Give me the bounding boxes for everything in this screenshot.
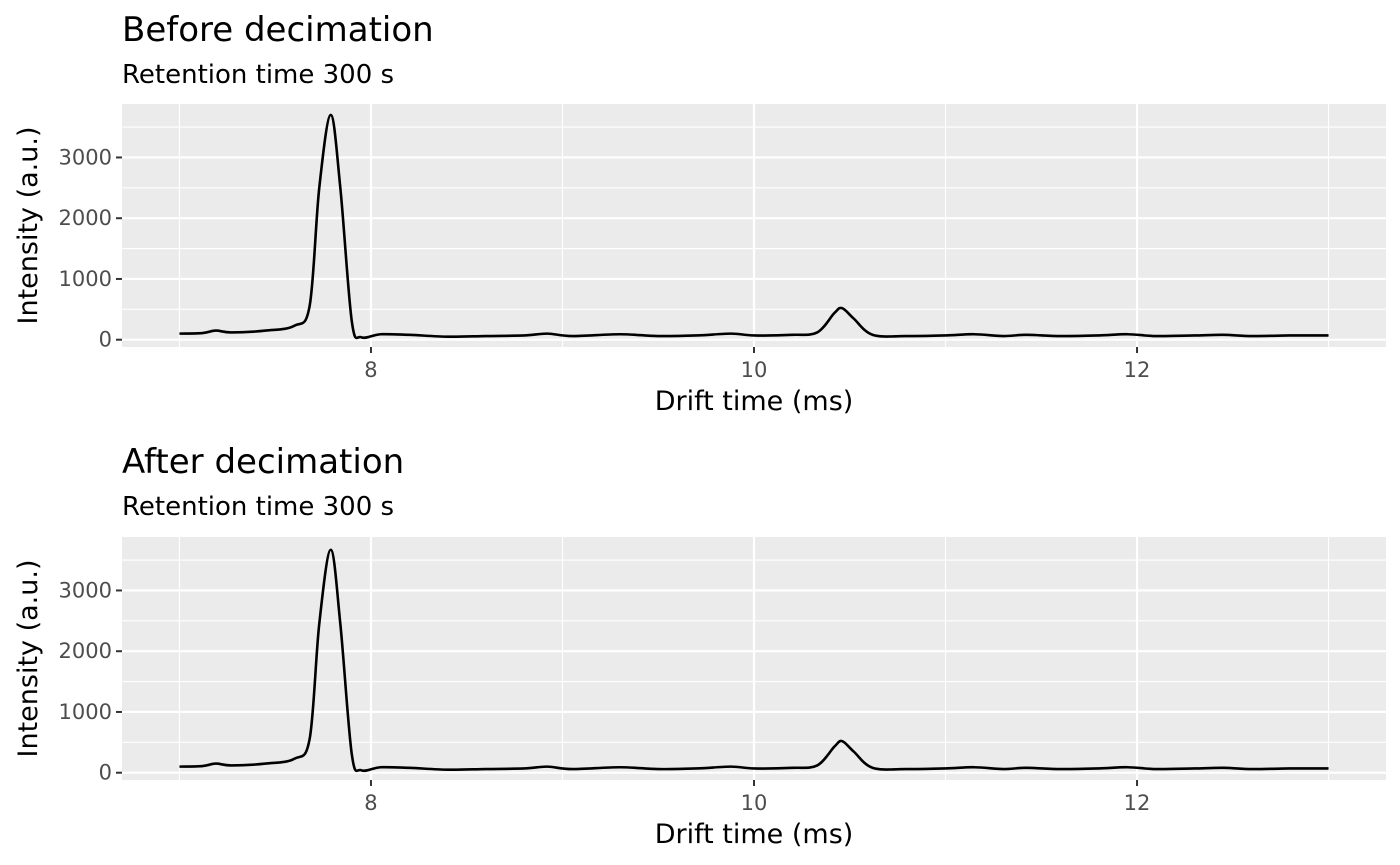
x-axis-title: Drift time (ms) [655,386,854,417]
series-line [179,113,1329,340]
x-axis-title: Drift time (ms) [655,819,854,850]
chart-before-decimation: Before decimation Retention time 300 s 8… [13,10,1386,417]
gridlines [122,537,1386,780]
x-tick-label: 12 [1124,791,1151,815]
series-layer [179,548,1329,773]
axis-ticks: 8 10 12 0 1000 2000 3000 [59,578,1151,815]
chart-after-decimation: After decimation Retention time 300 s 8 1… [13,442,1386,850]
x-tick-label: 10 [741,791,768,815]
y-axis-title: Intensity (a.u.) [13,127,44,325]
y-tick-label: 1000 [59,267,112,291]
y-tick-label: 3000 [59,578,112,602]
chart-subtitle: Retention time 300 s [122,60,394,90]
gridlines [122,104,1386,347]
x-tick-label: 8 [364,358,377,382]
y-tick-label: 1000 [59,700,112,724]
axis-ticks: 8 10 12 0 1000 2000 3000 [59,145,1151,382]
y-tick-label: 0 [99,328,112,352]
chart-title: Before decimation [122,10,434,50]
y-tick-label: 2000 [59,639,112,663]
x-tick-label: 10 [741,358,768,382]
y-tick-label: 2000 [59,206,112,230]
y-axis-title: Intensity (a.u.) [13,560,44,758]
series-line [179,548,1329,773]
x-tick-label: 12 [1124,358,1151,382]
chart-subtitle: Retention time 300 s [122,492,394,522]
series-layer [179,113,1329,340]
chart-title: After decimation [122,442,404,482]
y-tick-label: 0 [99,761,112,785]
x-tick-label: 8 [364,791,377,815]
y-tick-label: 3000 [59,145,112,169]
